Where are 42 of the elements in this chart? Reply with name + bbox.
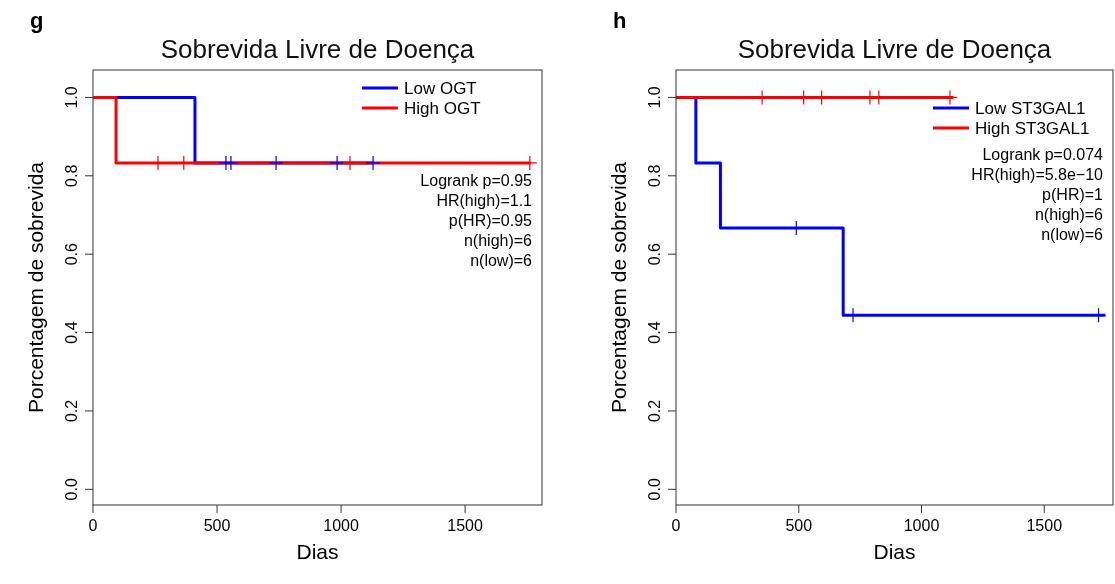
y-tick-label: 0.4 — [63, 321, 80, 344]
text: h — [613, 8, 627, 33]
x-tick-label: 1000 — [323, 517, 359, 534]
x-axis-title: Dias — [296, 540, 339, 563]
annotation: n(high)=6 — [463, 232, 533, 249]
y-tick-label: 1.0 — [63, 86, 80, 109]
chart-title: Sobrevida Livre de Doença — [737, 34, 1052, 64]
y-tick-label: 0.8 — [646, 164, 663, 187]
y-tick-label: 0.2 — [63, 399, 80, 423]
x-tick-label: 500 — [785, 517, 813, 534]
annotation: HR(high)=5.8e−10 — [971, 166, 1104, 183]
legend-label: Low ST3GAL1 — [975, 99, 1086, 118]
annotation: p(HR)=1 — [1042, 186, 1104, 203]
y-tick-label: 0.6 — [63, 242, 80, 266]
y-tick-label: 0.2 — [646, 399, 663, 423]
chart-title: Sobrevida Livre de Doença — [160, 34, 475, 64]
annotation: Logrank p=0.95 — [420, 172, 533, 189]
annotation: Logrank p=0.074 — [982, 146, 1104, 163]
y-tick-label: 0.4 — [646, 321, 663, 344]
annotation: HR(high)=1.1 — [436, 192, 533, 209]
annotation: n(high)=6 — [1034, 206, 1104, 223]
x-tick-label: 0 — [671, 517, 681, 534]
x-axis-title: Dias — [873, 540, 916, 563]
y-tick-label: 0.0 — [646, 478, 663, 501]
y-tick-label: 0.6 — [646, 242, 663, 266]
x-tick-label: 0 — [88, 517, 98, 534]
annotation: n(low)=6 — [470, 252, 533, 269]
y-axis-title: Porcentagem de sobrevida — [24, 161, 47, 413]
annotation: n(low)=6 — [1041, 226, 1104, 243]
y-tick-label: 1.0 — [646, 86, 663, 109]
legend-label: Low OGT — [404, 79, 477, 98]
x-tick-label: 500 — [203, 517, 231, 534]
text: g — [30, 8, 44, 33]
x-tick-label: 1000 — [903, 517, 940, 534]
legend-label: High OGT — [404, 99, 481, 118]
x-tick-label: 1500 — [447, 517, 483, 534]
x-tick-label: 1500 — [1026, 517, 1063, 534]
y-tick-label: 0.0 — [63, 478, 80, 501]
legend-label: High ST3GAL1 — [975, 119, 1090, 138]
y-tick-label: 0.8 — [63, 164, 80, 187]
annotation: p(HR)=0.95 — [448, 212, 533, 229]
y-axis-title: Porcentagem de sobrevida — [607, 161, 630, 413]
